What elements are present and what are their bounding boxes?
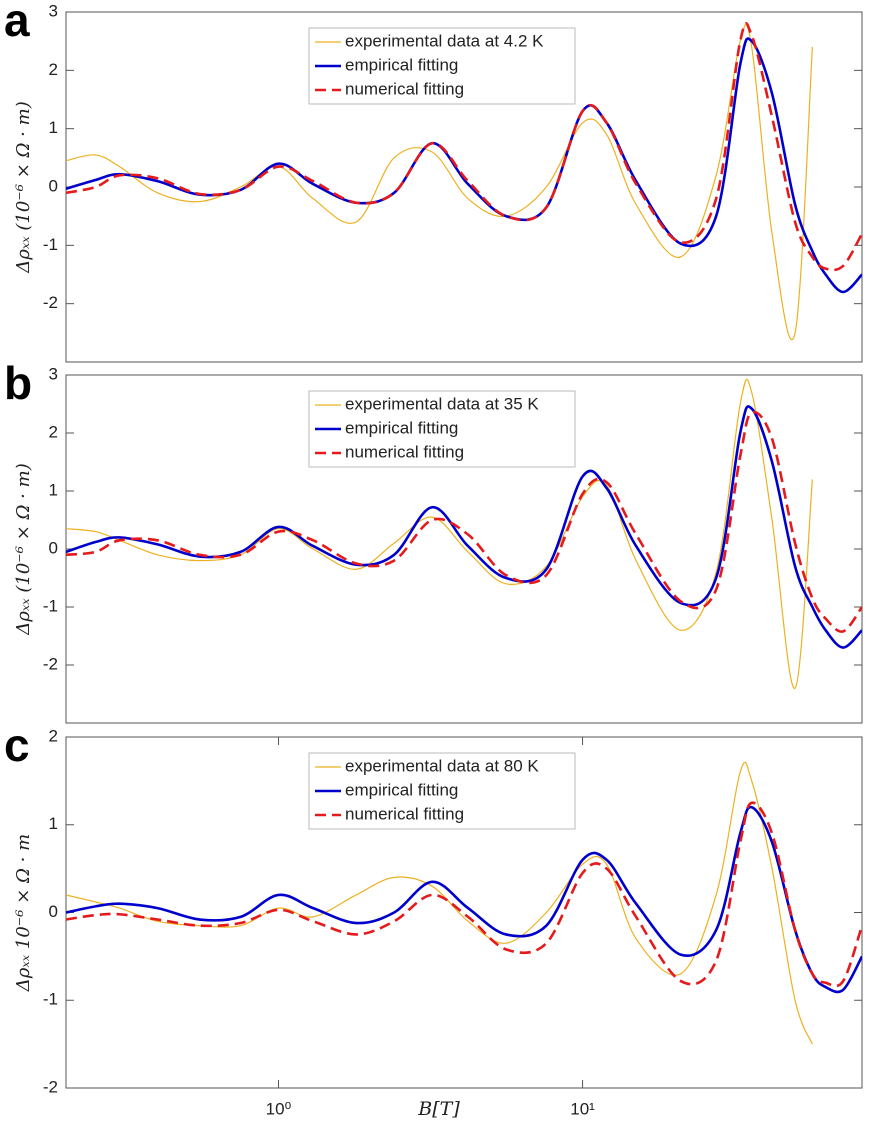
legend-label: empirical fitting: [345, 418, 458, 437]
y-axis-label: Δρₓₓ (10⁻⁶ × Ω · m): [13, 101, 34, 273]
y-tick-label: 3: [49, 364, 58, 383]
y-tick-label: -2: [43, 654, 58, 673]
panel-label: c: [4, 719, 30, 771]
legend-label: empirical fitting: [345, 780, 458, 799]
legend-label: experimental data at 35 K: [345, 394, 539, 413]
y-tick-label: 1: [49, 814, 58, 833]
legend-box: [308, 752, 576, 830]
series-line: [66, 761, 813, 1045]
panel-label: b: [4, 357, 32, 409]
y-tick-label: 2: [49, 60, 58, 79]
legend-label: empirical fitting: [345, 55, 458, 74]
y-axis-label: Δρₓₓ (10⁻⁶ × Ω · m): [13, 463, 34, 635]
y-tick-label: 2: [49, 422, 58, 441]
y-tick-label: -2: [43, 293, 58, 312]
y-axis-label: Δρₓₓ 10⁻⁶ × Ω · m: [13, 834, 34, 992]
legend-box: [308, 27, 576, 105]
y-tick-label: 0: [49, 538, 58, 557]
y-tick-label: -2: [43, 1077, 58, 1096]
legend-label: numerical fitting: [345, 442, 464, 461]
y-tick-label: 0: [49, 902, 58, 921]
y-tick-label: -1: [43, 990, 58, 1009]
x-axis-label: B[T]: [417, 1098, 460, 1120]
y-tick-label: 2: [49, 726, 58, 745]
x-tick-label: 10⁰: [266, 1099, 292, 1118]
y-tick-label: 1: [49, 480, 58, 499]
legend-label: experimental data at 4.2 K: [345, 31, 544, 50]
series-line: [66, 22, 862, 272]
series-line: [66, 410, 862, 633]
legend-box: [308, 390, 576, 468]
y-tick-label: 1: [49, 118, 58, 137]
panel-label: a: [4, 0, 30, 46]
series-line: [66, 801, 862, 988]
legend-label: experimental data at 80 K: [345, 756, 539, 775]
x-tick-label: 10¹: [570, 1099, 595, 1118]
series-line: [66, 23, 813, 341]
legend-label: numerical fitting: [345, 804, 464, 823]
legend-label: numerical fitting: [345, 79, 464, 98]
y-tick-label: 0: [49, 176, 58, 195]
y-tick-label: 3: [49, 1, 58, 20]
y-tick-label: -1: [43, 596, 58, 615]
y-tick-label: -1: [43, 235, 58, 254]
series-line: [66, 805, 862, 994]
